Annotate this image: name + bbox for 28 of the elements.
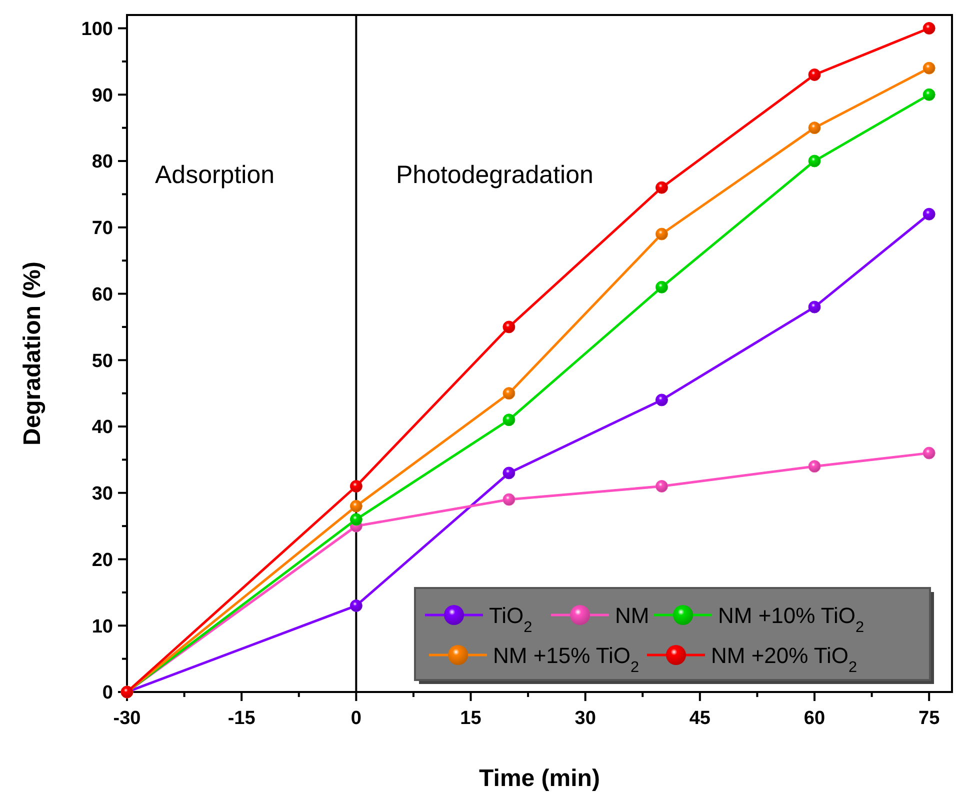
- x-axis-title: Time (min): [479, 765, 600, 792]
- y-tick-label: 10: [92, 616, 113, 638]
- annotation: Photodegradation: [396, 161, 594, 189]
- x-tick-label: -15: [228, 708, 256, 729]
- x-tick-label: 60: [804, 708, 826, 729]
- x-tick-label: 75: [918, 708, 940, 729]
- legend-label: TiO$_{2}$: [489, 603, 532, 636]
- legend-label: NM: [615, 603, 650, 628]
- legend-label: NM +15% TiO$_{2}$: [493, 643, 640, 676]
- y-tick-label: 60: [92, 284, 113, 306]
- y-tick-label: 100: [81, 18, 113, 40]
- y-tick-label: 30: [92, 484, 113, 505]
- annotation: Adsorption: [155, 161, 275, 189]
- y-tick-label: 20: [92, 550, 113, 571]
- y-tick-label: 80: [92, 152, 113, 173]
- y-tick-label: 0: [102, 682, 113, 704]
- y-tick-label: 90: [92, 85, 113, 106]
- legend-label: NM +20% TiO$_{2}$: [711, 643, 858, 676]
- legend-label: NM +10% TiO$_{2}$: [718, 603, 864, 636]
- y-tick-label: 40: [92, 417, 113, 438]
- y-axis-title: Degradation (%): [19, 261, 46, 446]
- x-tick-label: -30: [113, 708, 141, 729]
- x-tick-label: 30: [574, 708, 596, 729]
- x-tick-label: 45: [689, 708, 711, 729]
- y-tick-label: 50: [92, 350, 113, 372]
- x-tick-label: 0: [350, 708, 362, 729]
- y-tick-label: 70: [92, 218, 113, 240]
- x-tick-label: 15: [460, 708, 482, 729]
